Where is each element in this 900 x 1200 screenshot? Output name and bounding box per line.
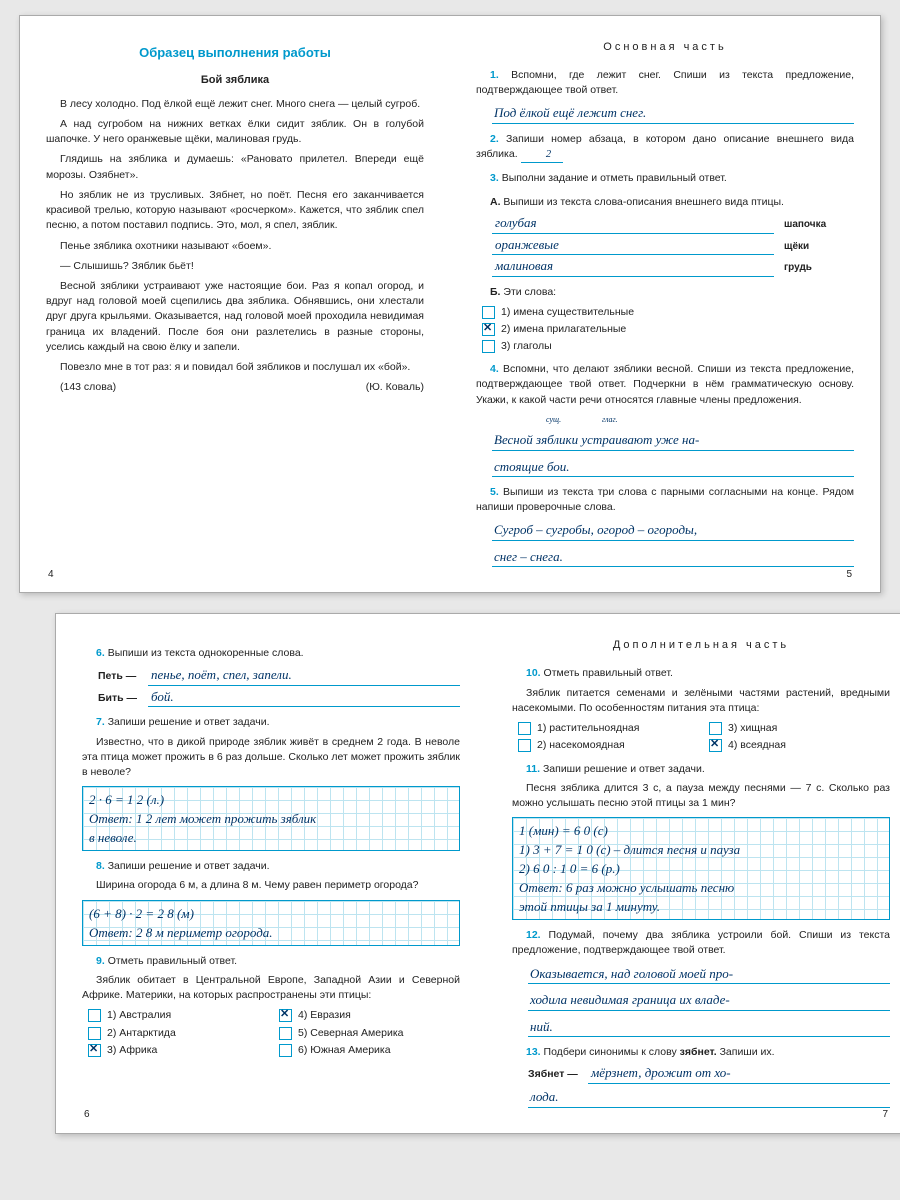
problem-text: Зяблик питается семенами и зелёными част… [512, 686, 890, 716]
option[interactable]: 1) Австралия [88, 1008, 269, 1023]
section-heading: Основная часть [476, 40, 854, 56]
problem-text: Зяблик обитает в Центральной Европе, Зап… [82, 973, 460, 1003]
answer-13b: лода. [528, 1086, 890, 1108]
checkbox-icon [279, 1027, 292, 1040]
option[interactable]: 3) хищная [709, 721, 890, 736]
option-grid: 1) Австралия 4) Евразия 2) Антарктида 5)… [88, 1008, 460, 1058]
task-11: 11. Запиши решение и ответ задачи. [512, 762, 890, 777]
option[interactable]: 6) Южная Америка [279, 1043, 460, 1058]
answer-4a: Весной зяблики устраивают уже на- [492, 429, 854, 451]
task-3: 3. Выполни задание и отметь правильный о… [476, 171, 854, 186]
page-number: 5 [846, 568, 852, 583]
task-9: 9. Отметь правильный ответ. [82, 954, 460, 969]
checkbox-icon [482, 323, 495, 336]
option[interactable]: 2) Антарктида [88, 1026, 269, 1041]
option[interactable]: 2) имена прилагательные [482, 322, 854, 337]
para: Пенье зяблика охотники называют «боем». [46, 239, 424, 254]
task-3a: А. Выпиши из текста слова-описания внешн… [476, 195, 854, 210]
fill-row: голубаяшапочка [492, 214, 854, 234]
fill-row: оранжевыещёки [492, 236, 854, 256]
answer-5a: Сугроб – сугробы, огород – огороды, [492, 519, 854, 541]
math-grid: 2 · 6 = 1 2 (л.) Ответ: 1 2 лет может пр… [82, 786, 460, 851]
page-number: 4 [48, 568, 54, 583]
problem-text: Песня зяблика длится 3 с, а пауза между … [512, 781, 890, 811]
page-4: Образец выполнения работы Бой зяблика В … [20, 16, 450, 592]
checkbox-icon [518, 722, 531, 735]
para: Весной зяблики устраивают уже настоящие … [46, 279, 424, 355]
answer-12b: ходила невидимая граница их владе- [528, 989, 890, 1011]
option[interactable]: 5) Северная Америка [279, 1026, 460, 1041]
checkbox-icon [482, 306, 495, 319]
answer-2: 2 [521, 147, 563, 163]
task-10: 10. Отметь правильный ответ. [512, 666, 890, 681]
checkbox-icon [279, 1044, 292, 1057]
option[interactable]: 2) насекомоядная [518, 738, 699, 753]
option[interactable]: 3) глаголы [482, 339, 854, 354]
math-grid: 1 (мин) = 6 0 (с) 1) 3 + 7 = 1 0 (с) – д… [512, 817, 890, 920]
para: В лесу холодно. Под ёлкой ещё лежит снег… [46, 97, 424, 112]
task-6: 6. Выпиши из текста однокоренные слова. [82, 646, 460, 661]
checkbox-icon [88, 1027, 101, 1040]
spread-1: Образец выполнения работы Бой зяблика В … [19, 15, 881, 593]
option-grid: 1) растительноядная 3) хищная 2) насеком… [518, 721, 890, 753]
fill-row: малиноваягрудь [492, 257, 854, 277]
option[interactable]: 3) Африка [88, 1043, 269, 1058]
checkbox-icon [709, 739, 722, 752]
problem-text: Известно, что в дикой природе зяблик жив… [82, 735, 460, 781]
page-number: 7 [882, 1108, 888, 1123]
checkbox-icon [279, 1009, 292, 1022]
answer-12a: Оказывается, над головой моей про- [528, 963, 890, 985]
option[interactable]: 1) имена существительные [482, 305, 854, 320]
page-7: Дополнительная часть 10. Отметь правильн… [486, 614, 900, 1132]
para: Повезло мне в тот раз: я и повидал бой з… [46, 360, 424, 375]
task-12: 12. Подумай, почему два зяблика устроили… [512, 928, 890, 958]
task-1: 1. Вспомни, где лежит снег. Спиши из тек… [476, 68, 854, 98]
task-3b: Б. Эти слова: [476, 285, 854, 300]
fill-row: Зябнет —мёрзнет, дрожит от хо- [528, 1064, 890, 1084]
attribution: (143 слова) (Ю. Коваль) [60, 380, 424, 395]
task-13: 13. Подбери синонимы к слову зябнет. Зап… [512, 1045, 890, 1060]
para: А над сугробом на нижних ветках ёлки сид… [46, 117, 424, 147]
answer-12c: ний. [528, 1016, 890, 1038]
option[interactable]: 1) растительноядная [518, 721, 699, 736]
task-5: 5. Выпиши из текста три слова с парными … [476, 485, 854, 515]
answer-1: Под ёлкой ещё лежит снег. [492, 102, 854, 124]
problem-text: Ширина огорода 6 м, а длина 8 м. Чему ра… [82, 878, 460, 893]
author: (Ю. Коваль) [366, 380, 424, 395]
text-title: Бой зяблика [46, 73, 424, 89]
answer-5b: снег – снега. [492, 546, 854, 568]
task-2: 2. Запиши номер абзаца, в котором дано о… [476, 132, 854, 163]
page-6: 6. Выпиши из текста однокоренные слова. … [56, 614, 486, 1132]
checkbox-icon [88, 1044, 101, 1057]
option[interactable]: 4) Евразия [279, 1008, 460, 1023]
spread-2: 6. Выпиши из текста однокоренные слова. … [55, 613, 900, 1133]
fill-row: Петь —пенье, поёт, спел, запели. [98, 666, 460, 686]
section-heading: Дополнительная часть [512, 638, 890, 654]
task-8: 8. Запиши решение и ответ задачи. [82, 859, 460, 874]
sample-title: Образец выполнения работы [46, 44, 424, 63]
checkbox-icon [482, 340, 495, 353]
para: — Слышишь? Зяблик бьёт! [46, 259, 424, 274]
answer-4b: стоящие бои. [492, 456, 854, 478]
word-count: (143 слова) [60, 380, 116, 395]
checkbox-icon [88, 1009, 101, 1022]
option[interactable]: 4) всеядная [709, 738, 890, 753]
checkbox-icon [709, 722, 722, 735]
para: Но зяблик не из трусливых. Зябнет, но по… [46, 188, 424, 234]
checkbox-icon [518, 739, 531, 752]
annot-row: сущ. глаг. [546, 412, 854, 427]
task-4: 4. Вспомни, что делают зяблики весной. С… [476, 362, 854, 408]
math-grid: (6 + 8) · 2 = 2 8 (м) Ответ: 2 8 м перим… [82, 900, 460, 946]
page-5: Основная часть 1. Вспомни, где лежит сне… [450, 16, 880, 592]
page-number: 6 [84, 1108, 90, 1123]
task-7: 7. Запиши решение и ответ задачи. [82, 715, 460, 730]
para: Глядишь на зяблика и думаешь: «Рановато … [46, 152, 424, 182]
fill-row: Бить —бой. [98, 688, 460, 708]
